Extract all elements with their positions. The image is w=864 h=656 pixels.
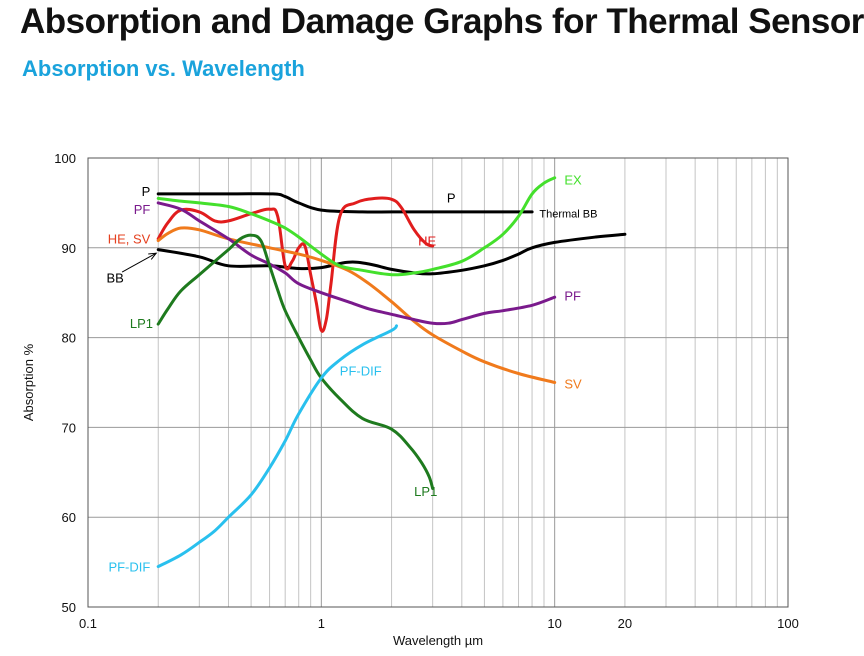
x-tick-label: 1	[318, 616, 325, 631]
series-line-pf-dif	[156, 324, 398, 569]
x-tick-label: 10	[547, 616, 561, 631]
x-tick-label: 20	[618, 616, 632, 631]
y-tick-label: 50	[62, 600, 76, 615]
page-title: Absorption and Damage Graphs for Thermal…	[20, 2, 864, 41]
bb-pointer-line	[121, 252, 157, 273]
series-label: LP1	[130, 316, 153, 331]
series-line-pf	[156, 201, 557, 326]
tick-layer: 0.1 1 10 20 100 50 60 70 80 90 100	[54, 151, 799, 631]
y-tick-label: 60	[62, 510, 76, 525]
series-label: PF	[134, 202, 151, 217]
label-layer: P PF HE, SV BB LP1 P Thermal BB HE EX PF SV PF-DIF L…	[106, 172, 597, 574]
series-label: P	[447, 190, 456, 205]
series-label: HE, SV	[108, 232, 151, 247]
x-axis-title: Wavelength µm	[393, 633, 483, 648]
series-line-he	[156, 196, 435, 333]
series-label: PF-DIF	[340, 364, 382, 379]
y-tick-label: 100	[54, 151, 76, 166]
series-line-p	[156, 192, 534, 214]
y-tick-label: 80	[62, 331, 76, 346]
series-line-sv	[156, 226, 557, 384]
series-layer	[156, 176, 627, 569]
series-label: PF	[564, 288, 581, 303]
series-label: EX	[564, 172, 582, 187]
x-tick-label: 100	[777, 616, 799, 631]
series-label: Thermal BB	[539, 209, 597, 221]
series-label: HE	[418, 234, 436, 249]
series-label: SV	[564, 376, 582, 391]
series-label: BB	[106, 270, 123, 285]
series-label: P	[142, 184, 151, 199]
series-label: LP1	[414, 484, 437, 499]
series-label: PF-DIF	[108, 559, 150, 574]
series-line-ex	[156, 176, 557, 277]
y-axis-title: Absorption %	[21, 343, 36, 421]
y-tick-label: 70	[62, 420, 76, 435]
x-tick-label: 0.1	[79, 616, 97, 631]
bb-pointer-arrowhead	[148, 252, 158, 260]
series-line-lp1	[156, 233, 435, 490]
grid-layer	[88, 158, 788, 607]
plot-frame	[87, 157, 789, 608]
y-tick-label: 90	[62, 241, 76, 256]
page-subtitle: Absorption vs. Wavelength	[22, 56, 305, 81]
